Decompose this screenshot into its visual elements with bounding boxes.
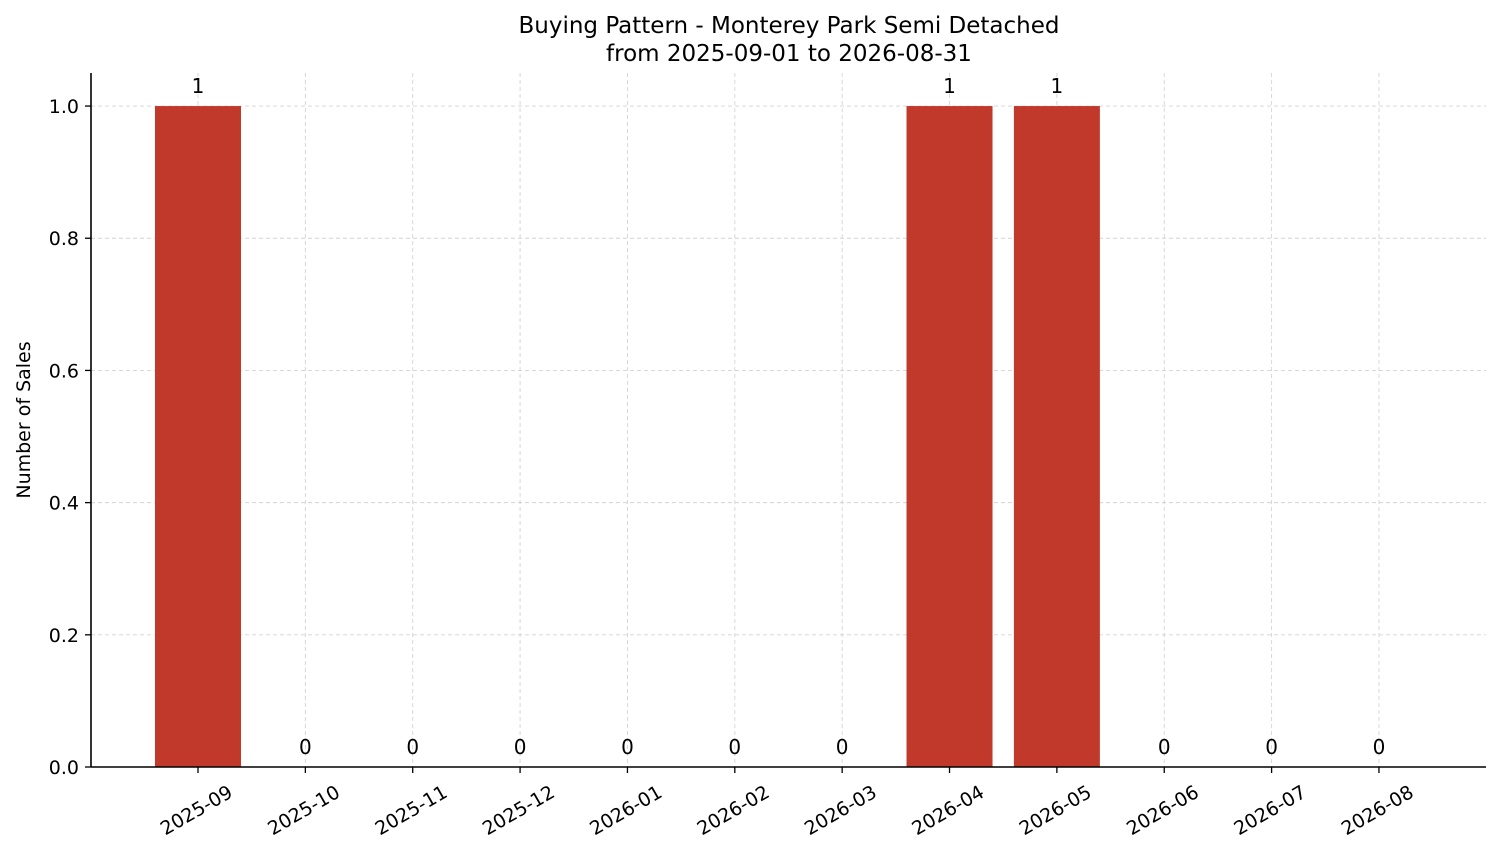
data-label: 0 xyxy=(1373,735,1386,759)
data-label: 0 xyxy=(1158,735,1171,759)
grid-lines xyxy=(91,73,1486,768)
data-label: 1 xyxy=(1051,74,1064,98)
bar-2026-04 xyxy=(906,106,993,768)
x-tick-label: 2026-04 xyxy=(908,781,988,840)
x-tick-label: 2025-11 xyxy=(371,781,451,840)
x-tick-label: 2026-01 xyxy=(586,781,666,840)
x-axis-ticks: 2025-09 2025-10 2025-11 2025-12 2026-01 2026-… xyxy=(157,767,1418,840)
bar-2026-05 xyxy=(1013,106,1100,768)
x-tick-label: 2026-08 xyxy=(1338,781,1418,840)
axes xyxy=(90,73,1486,768)
x-tick-label: 2025-09 xyxy=(157,781,237,840)
y-tick-label: 0.8 xyxy=(49,228,79,250)
x-tick-label: 2026-06 xyxy=(1123,781,1203,840)
data-label: 1 xyxy=(192,74,205,98)
data-label: 0 xyxy=(299,735,312,759)
y-axis-label: Number of Sales xyxy=(13,341,35,498)
data-label: 0 xyxy=(514,735,527,759)
chart-title-line-2: from 2025-09-01 to 2026-08-31 xyxy=(606,41,972,67)
y-tick-label: 0.2 xyxy=(49,625,79,647)
y-tick-label: 1.0 xyxy=(49,96,79,118)
x-tick-label: 2026-07 xyxy=(1230,781,1310,840)
bars xyxy=(155,106,1100,768)
y-tick-label: 0.4 xyxy=(49,493,79,515)
x-tick-label: 2026-02 xyxy=(694,781,774,840)
chart-title-line-1: Buying Pattern - Monterey Park Semi Deta… xyxy=(518,13,1059,39)
x-tick-label: 2025-10 xyxy=(264,781,344,840)
data-label: 0 xyxy=(621,735,634,759)
x-tick-label: 2026-03 xyxy=(801,781,881,840)
y-tick-label: 0.6 xyxy=(49,360,79,382)
data-label: 0 xyxy=(728,735,741,759)
data-labels: 1 0 0 0 0 0 0 1 1 0 0 0 xyxy=(192,74,1386,759)
data-label: 1 xyxy=(943,74,956,98)
data-label: 0 xyxy=(1265,735,1278,759)
y-axis-ticks: 0.0 0.2 0.4 0.6 0.8 1.0 xyxy=(49,96,91,779)
bar-2025-09 xyxy=(155,106,241,768)
data-label: 0 xyxy=(836,735,849,759)
y-tick-label: 0.0 xyxy=(49,757,79,779)
data-label: 0 xyxy=(406,735,419,759)
x-tick-label: 2026-05 xyxy=(1016,781,1096,840)
x-tick-label: 2025-12 xyxy=(479,781,559,840)
